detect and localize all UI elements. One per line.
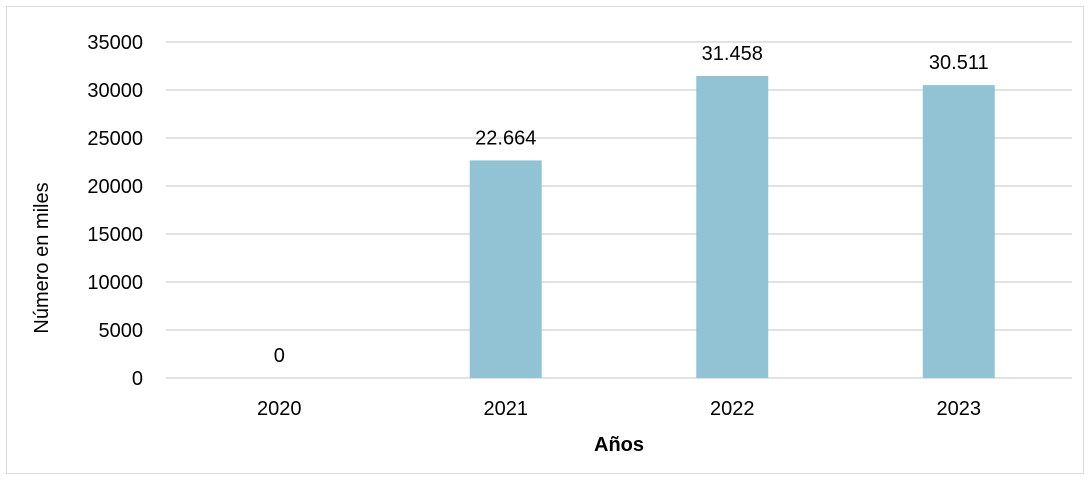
data-label: 30.511 [929, 52, 989, 74]
data-label: 31.458 [702, 43, 763, 65]
chart-frame [6, 6, 1084, 474]
y-tick-labels: 0 5000 10000 15000 20000 25000 30000 35000 [87, 32, 143, 390]
bars [469, 76, 995, 379]
x-tick-label: 2020 [257, 398, 302, 420]
x-tick-label: 2022 [710, 398, 755, 420]
y-axis-title: Número en miles [31, 182, 53, 333]
bar [922, 85, 995, 379]
data-label: 22.664 [475, 127, 536, 149]
data-labels: 0 22.664 31.458 30.511 [274, 43, 989, 367]
y-tick-label: 5000 [99, 320, 144, 342]
gridlines [166, 41, 1072, 379]
x-tick-label: 2021 [484, 398, 529, 420]
bar [469, 160, 542, 378]
y-tick-label: 20000 [87, 176, 143, 198]
x-axis-title: Años [594, 434, 644, 456]
x-tick-label: 2023 [937, 398, 982, 420]
y-tick-label: 30000 [87, 80, 143, 102]
data-label: 0 [274, 345, 285, 367]
y-tick-label: 0 [132, 368, 143, 390]
y-tick-label: 35000 [87, 32, 143, 54]
bar [696, 76, 769, 378]
y-tick-label: 10000 [87, 272, 143, 294]
y-tick-label: 15000 [87, 224, 143, 246]
y-tick-label: 25000 [87, 128, 143, 150]
x-tick-labels: 2020 2021 2022 2023 [257, 398, 981, 420]
